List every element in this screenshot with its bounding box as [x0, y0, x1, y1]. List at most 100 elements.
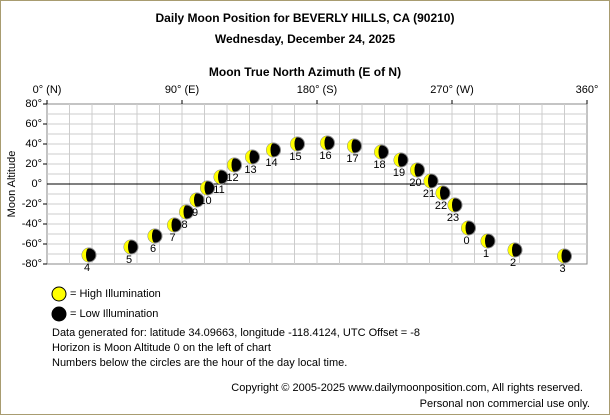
legend-swatch [51, 306, 67, 322]
moon-lit [245, 150, 253, 164]
hour-label: 0 [463, 235, 469, 247]
moon-lit [82, 248, 89, 262]
y-tick-label: -80° [22, 258, 42, 270]
moon-lit [448, 198, 455, 212]
hour-label: 15 [289, 151, 301, 163]
moon-lit [461, 221, 469, 235]
hour-label: 10 [199, 195, 211, 207]
hour-label: 1 [483, 248, 489, 260]
hour-label: 18 [373, 159, 385, 171]
y-tick-label: -60° [22, 238, 42, 250]
hour-label: 11 [213, 184, 224, 196]
x-tick-label: 270° (W) [430, 84, 474, 96]
copyright: Personal non commercial use only. [420, 398, 590, 410]
moon-lit [179, 205, 187, 219]
y-tick-label: 20° [25, 158, 42, 170]
moon-lit [266, 143, 274, 157]
moon-lit [557, 249, 565, 263]
hour-label: 16 [319, 150, 331, 162]
moon-lit [227, 158, 235, 172]
legend-label: = Low Illumination [70, 308, 158, 320]
y-tick-label: 60° [25, 118, 42, 130]
hour-label: 23 [447, 212, 459, 224]
moon-point [393, 152, 409, 168]
note: Numbers below the circles are the hour o… [52, 357, 347, 369]
moon-lit [347, 139, 355, 153]
hour-label: 12 [226, 172, 238, 184]
x-tick-label: 90° (E) [165, 84, 199, 96]
moon-lit [214, 170, 221, 184]
note: Data generated for: latitude 34.09663, l… [52, 327, 420, 339]
moon-point [410, 162, 425, 178]
moon-lit [200, 181, 208, 195]
note: Horizon is Moon Altitude 0 on the left o… [52, 342, 271, 354]
moon-lit [436, 186, 443, 200]
moon-point [347, 138, 362, 154]
moon-lit [290, 137, 298, 151]
x-tick-label: 180° (S) [297, 84, 337, 96]
hour-label: 2 [510, 257, 516, 269]
hour-label: 8 [181, 219, 187, 231]
hour-label: 9 [192, 207, 198, 219]
moon-point [266, 142, 281, 158]
moon-lit [167, 218, 175, 232]
moon-point [179, 204, 194, 220]
moon-lit [190, 193, 197, 207]
moon-point [290, 136, 305, 152]
moon-point [320, 135, 335, 151]
x-tick-label: 360° [576, 84, 599, 96]
moon-point [167, 217, 182, 233]
hour-label: 19 [393, 167, 405, 179]
moon-point [447, 197, 463, 213]
moon-point [200, 180, 215, 196]
moon-point [227, 157, 242, 173]
moon-lit [320, 136, 328, 150]
moon-point [147, 228, 163, 244]
moon-lit [481, 234, 488, 248]
copyright: Copyright © 2005-2025 www.dailymoonposit… [231, 382, 583, 394]
moon-lit [508, 243, 515, 257]
moon-point [374, 144, 389, 160]
hour-label: 3 [559, 263, 565, 275]
moon-lit [124, 240, 131, 254]
moon-lit [394, 153, 401, 167]
chart-subtitle: Wednesday, December 24, 2025 [215, 32, 396, 46]
moon-point [507, 242, 523, 258]
y-tick-label: 0° [31, 178, 42, 190]
moon-point [123, 239, 139, 255]
hour-label: 17 [346, 153, 358, 165]
x-tick-label: 0° (N) [33, 84, 62, 96]
hour-label: 4 [84, 262, 90, 274]
moon-point [245, 149, 260, 165]
y-tick-label: -20° [22, 198, 42, 210]
moon-lit [148, 229, 155, 243]
moon-point [461, 220, 476, 236]
hour-label: 22 [435, 200, 447, 212]
moon-point [213, 169, 229, 185]
hour-label: 14 [265, 157, 277, 169]
moon-point [81, 247, 97, 263]
y-axis-title: Moon Altitude [6, 151, 18, 218]
legend-label: = High Illumination [70, 288, 161, 300]
moon-point [557, 248, 572, 264]
moon-point [480, 233, 496, 249]
hour-label: 20 [409, 177, 421, 189]
hour-label: 13 [244, 164, 256, 176]
moon-lit [410, 163, 418, 177]
moon-point [189, 192, 205, 208]
hour-label: 7 [169, 232, 175, 244]
y-tick-label: 80° [25, 98, 42, 110]
moon-lit [374, 145, 382, 159]
hour-label: 6 [150, 243, 156, 255]
hour-label: 5 [126, 254, 132, 266]
x-axis-title: Moon True North Azimuth (E of N) [209, 65, 401, 79]
legend-swatch [51, 286, 67, 302]
y-tick-label: 40° [25, 138, 42, 150]
chart-title: Daily Moon Position for BEVERLY HILLS, C… [156, 11, 455, 25]
hour-label: 21 [423, 188, 435, 200]
moon-point [435, 185, 451, 201]
y-tick-label: -40° [22, 218, 42, 230]
moon-point [423, 173, 439, 189]
